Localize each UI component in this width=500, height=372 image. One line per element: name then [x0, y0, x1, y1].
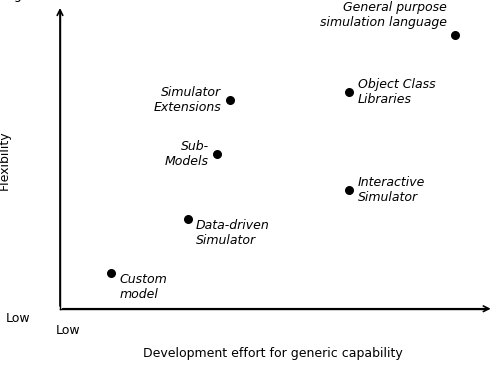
- Point: [107, 270, 115, 276]
- Point: [184, 217, 192, 222]
- Text: Object Class
Libraries: Object Class Libraries: [358, 77, 435, 106]
- Text: Simulator
Extensions: Simulator Extensions: [154, 86, 222, 115]
- Point: [345, 89, 353, 94]
- Text: General purpose
simulation language: General purpose simulation language: [320, 1, 447, 29]
- Point: [345, 187, 353, 193]
- Point: [213, 151, 221, 157]
- Text: Interactive
Simulator: Interactive Simulator: [358, 176, 425, 204]
- Point: [226, 97, 234, 103]
- Text: Development effort for generic capability: Development effort for generic capabilit…: [142, 347, 402, 360]
- Text: Custom
model: Custom model: [120, 273, 167, 301]
- Text: High: High: [2, 0, 30, 2]
- Text: Low: Low: [6, 312, 30, 325]
- Text: Sub-
Models: Sub- Models: [165, 140, 209, 168]
- Text: Low: Low: [56, 324, 80, 337]
- Text: Flexibility: Flexibility: [0, 130, 12, 190]
- Point: [451, 32, 459, 38]
- Text: Data-driven
Simulator: Data-driven Simulator: [196, 219, 270, 247]
